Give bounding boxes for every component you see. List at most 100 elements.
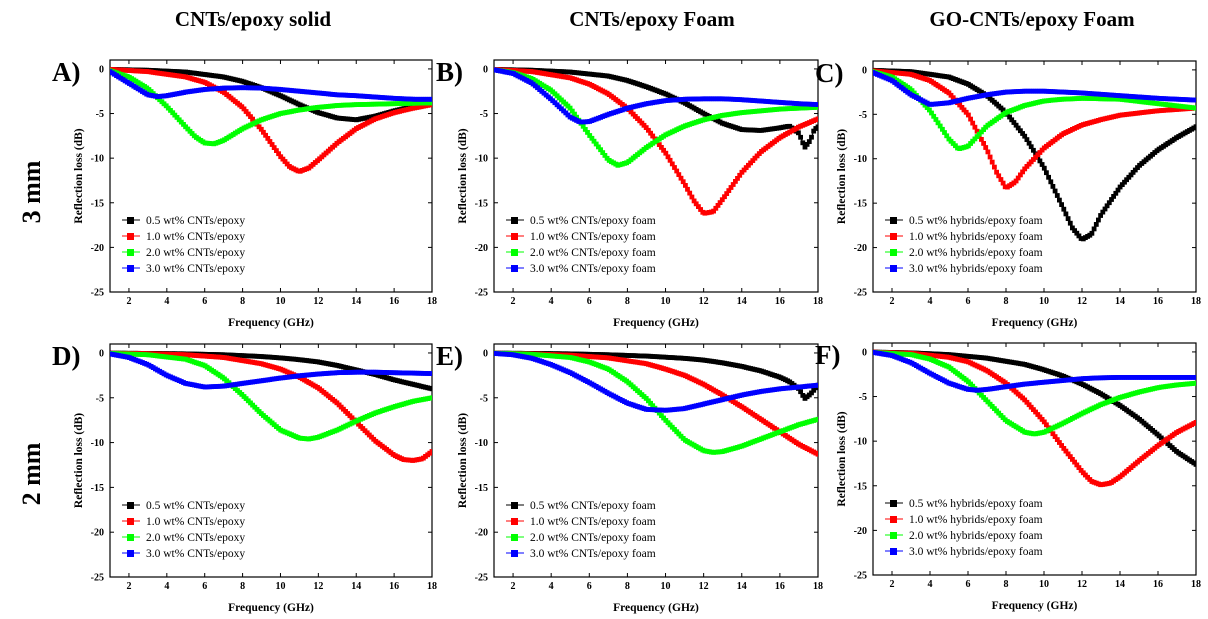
legend-label: 0.5 wt% CNTs/epoxy foam bbox=[530, 215, 656, 227]
data-point bbox=[689, 194, 695, 200]
panel-letter: C) bbox=[815, 58, 844, 88]
data-point bbox=[1054, 437, 1060, 442]
data-point bbox=[1018, 128, 1023, 134]
series-line bbox=[494, 69, 818, 123]
data-point bbox=[983, 145, 989, 150]
y-tick-label: 0 bbox=[99, 348, 104, 359]
data-point bbox=[1106, 200, 1112, 206]
data-point bbox=[685, 186, 690, 192]
x-tick-label: 16 bbox=[775, 296, 785, 307]
y-tick-label: -20 bbox=[91, 528, 104, 539]
data-point bbox=[429, 449, 432, 454]
data-point bbox=[1022, 166, 1028, 172]
data-point bbox=[585, 130, 590, 135]
x-tick-label: 18 bbox=[1191, 296, 1201, 307]
data-point bbox=[1074, 230, 1080, 236]
data-point bbox=[429, 371, 432, 376]
legend-label: 1.0 wt% hybrids/epoxy foam bbox=[909, 231, 1043, 243]
data-point bbox=[693, 201, 699, 207]
plot-frame bbox=[109, 59, 433, 293]
series-group bbox=[873, 349, 1196, 488]
y-axis-label: Reflection loss (dB) bbox=[836, 411, 848, 506]
data-point bbox=[972, 124, 978, 130]
data-point bbox=[429, 386, 432, 392]
legend-label: 0.5 wt% CNTs/epoxy bbox=[146, 500, 245, 512]
data-point bbox=[245, 111, 251, 117]
data-point bbox=[1061, 206, 1067, 212]
y-tick-label: -5 bbox=[480, 109, 488, 120]
data-point bbox=[1067, 454, 1073, 459]
legend-marker bbox=[890, 516, 897, 523]
legend-marker bbox=[511, 249, 518, 256]
data-point bbox=[1020, 169, 1025, 175]
x-tick-label: 14 bbox=[1115, 296, 1125, 307]
data-point bbox=[1013, 122, 1019, 128]
data-point bbox=[733, 179, 738, 184]
data-point bbox=[979, 137, 984, 142]
data-point bbox=[800, 140, 806, 146]
y-tick-label: -10 bbox=[854, 154, 867, 165]
data-point bbox=[737, 172, 743, 178]
data-point bbox=[1089, 230, 1095, 236]
x-tick-label: 18 bbox=[813, 296, 823, 307]
legend-label: 1.0 wt% CNTs/epoxy bbox=[146, 231, 245, 243]
data-point bbox=[1193, 97, 1196, 103]
data-point bbox=[811, 128, 817, 134]
data-point bbox=[1102, 206, 1108, 212]
data-point bbox=[931, 113, 937, 119]
data-point bbox=[1193, 105, 1196, 111]
y-tick-label: -20 bbox=[854, 243, 867, 254]
data-point bbox=[261, 129, 266, 135]
data-point bbox=[1044, 422, 1049, 428]
data-point bbox=[1063, 211, 1069, 217]
data-point bbox=[1059, 443, 1064, 448]
x-tick-label: 14 bbox=[351, 296, 361, 307]
data-point bbox=[959, 105, 965, 110]
x-tick-label: 4 bbox=[549, 581, 554, 592]
y-tick-label: -15 bbox=[475, 483, 488, 494]
x-tick-label: 6 bbox=[587, 296, 592, 307]
data-point bbox=[282, 159, 288, 164]
x-tick-label: 4 bbox=[164, 296, 169, 307]
series-group bbox=[494, 350, 818, 457]
x-tick-label: 16 bbox=[389, 581, 399, 592]
y-tick-label: -5 bbox=[859, 110, 867, 121]
panel-letter: D) bbox=[52, 341, 81, 371]
data-point bbox=[593, 141, 599, 147]
data-point bbox=[1113, 190, 1119, 196]
x-tick-label: 12 bbox=[313, 581, 323, 592]
data-point bbox=[1098, 213, 1103, 218]
y-axis-label: Reflection loss (dB) bbox=[457, 413, 469, 508]
x-tick-label: 2 bbox=[126, 296, 131, 307]
data-point bbox=[994, 169, 999, 175]
legend-label: 1.0 wt% CNTs/epoxy foam bbox=[530, 516, 656, 528]
y-tick-label: 0 bbox=[99, 64, 104, 75]
panel-letter: B) bbox=[436, 57, 463, 87]
data-point bbox=[650, 133, 656, 139]
data-point bbox=[598, 147, 603, 153]
data-point bbox=[1052, 434, 1058, 439]
data-point bbox=[650, 403, 656, 409]
data-point bbox=[726, 188, 732, 193]
data-point bbox=[1122, 179, 1127, 185]
legend-marker bbox=[890, 249, 897, 256]
data-point bbox=[1041, 419, 1047, 425]
data-point bbox=[429, 100, 432, 106]
data-point bbox=[589, 135, 595, 141]
data-point bbox=[802, 144, 808, 150]
x-tick-label: 8 bbox=[1004, 296, 1009, 307]
data-point bbox=[730, 182, 736, 187]
data-point bbox=[274, 148, 279, 153]
x-tick-label: 14 bbox=[737, 581, 747, 592]
chart-panel: 2 4 6 8 10 12 14 16 18 0 -5 -10 -15 -20 -25 Frequency (… bbox=[52, 57, 437, 329]
data-point bbox=[661, 147, 666, 153]
data-point bbox=[940, 126, 945, 132]
data-point bbox=[567, 105, 573, 111]
legend-marker bbox=[890, 548, 897, 555]
panel-letter: F) bbox=[815, 340, 840, 370]
data-point bbox=[724, 191, 730, 196]
chart-panel: 2 4 6 8 10 12 14 16 18 0 -5 -10 -15 -20 -25 Frequency (… bbox=[52, 341, 437, 614]
data-point bbox=[250, 116, 255, 122]
data-point bbox=[715, 203, 721, 208]
legend-marker bbox=[127, 265, 134, 272]
